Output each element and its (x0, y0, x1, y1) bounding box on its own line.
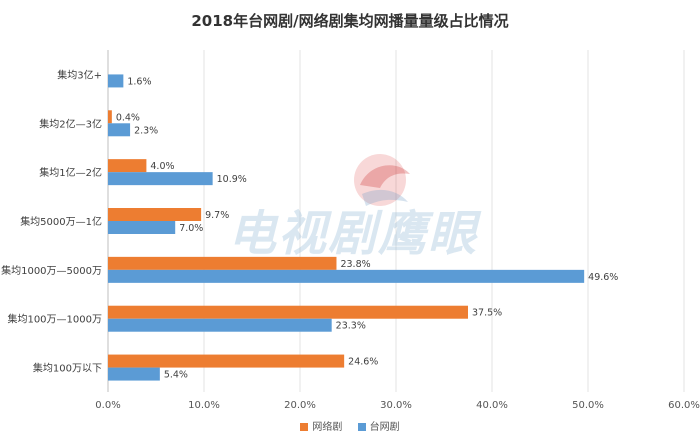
bar-tv-drama (108, 74, 124, 88)
legend-label-tv: 台网剧 (369, 422, 400, 433)
legend: 网络剧 台网剧 (0, 418, 700, 433)
x-tick-label: 50.0% (572, 400, 604, 411)
bars: 1.6% 0.4% 2.3% 4.0% 10.9% 9.7%7.0% 23.8% 49.6% 3… (108, 74, 618, 381)
bar-web-drama (108, 305, 468, 319)
x-tick-label: 40.0% (476, 400, 508, 411)
watermark-logo: 电视剧鹰眼 (220, 150, 510, 270)
data-label: 10.9% (217, 174, 247, 185)
x-tick-label: 20.0% (284, 400, 316, 411)
data-label: 7.0% (179, 223, 203, 234)
data-label: 37.5% (472, 308, 502, 319)
data-label: 23.8% (340, 259, 370, 270)
bar-tv-drama (108, 221, 176, 234)
data-label: 1.6% (127, 76, 151, 87)
category-label: 集均100万以下 (33, 362, 102, 375)
bar-tv-drama (108, 367, 160, 381)
category-label: 集均1亿—2亿 (39, 166, 102, 179)
data-label: 0.4% (116, 112, 140, 123)
x-tick-label: 0.0% (95, 400, 120, 411)
bar-tv-drama (108, 172, 213, 186)
chart-title: 2018年台网剧/网络剧集均网播量量级占比情况 (191, 12, 509, 30)
data-label: 2.3% (134, 125, 158, 136)
eagle-logo-icon (354, 154, 410, 206)
category-label: 集均1000万—5000万 (1, 264, 102, 277)
category-labels: 集均3亿+ 集均2亿—3亿集均1亿—2亿集均5000万—1亿集均1000万—500… (1, 68, 102, 374)
legend-swatch-web (300, 423, 309, 431)
data-label: 9.7% (205, 210, 229, 221)
legend-swatch-tv (357, 423, 366, 431)
bar-web-drama (108, 256, 337, 270)
category-label: 集均5000万—1亿 (20, 215, 102, 228)
bar-tv-drama (108, 269, 585, 283)
data-label: 4.0% (150, 161, 174, 172)
tick-labels: 0.0% 10.0% 20.0% 30.0% 40.0% 50.0% 60.0% (95, 400, 700, 411)
data-label: 49.6% (588, 272, 618, 283)
data-label: 23.3% (336, 321, 366, 332)
data-label: 24.6% (348, 357, 378, 368)
x-tick-label: 10.0% (188, 400, 220, 411)
bar-web-drama (108, 159, 147, 173)
category-label: 集均2亿—3亿 (39, 117, 102, 130)
bar-tv-drama (108, 123, 131, 137)
watermark-text: 电视剧鹰眼 (228, 206, 479, 262)
legend-item-web: 网络剧 (300, 418, 342, 433)
category-label: 集均100万—1000万 (7, 313, 102, 326)
data-label: 5.4% (164, 370, 188, 381)
bar-web-drama (108, 354, 345, 368)
bar-web-drama (108, 208, 202, 221)
bar-web-drama (108, 110, 112, 124)
legend-label-web: 网络剧 (312, 422, 343, 433)
x-tick-label: 60.0% (668, 400, 700, 411)
legend-item-tv: 台网剧 (357, 418, 400, 433)
bar-tv-drama (108, 318, 332, 332)
x-tick-label: 30.0% (380, 400, 412, 411)
category-label: 集均3亿+ (57, 68, 102, 81)
